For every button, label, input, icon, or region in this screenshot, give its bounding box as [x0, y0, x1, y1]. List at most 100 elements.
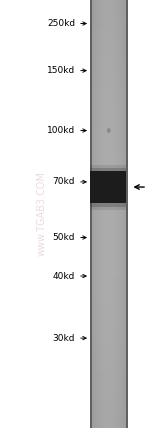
Bar: [90, 103, 128, 105]
Bar: [122, 0, 123, 428]
Bar: [90, 389, 128, 392]
Bar: [90, 300, 128, 302]
Bar: [90, 383, 128, 385]
Bar: [90, 323, 128, 325]
Bar: [90, 188, 128, 190]
Bar: [90, 216, 128, 218]
Bar: [90, 364, 128, 366]
Bar: [90, 287, 128, 289]
Bar: [90, 86, 128, 88]
Bar: [90, 402, 128, 404]
Bar: [121, 0, 122, 428]
Bar: [90, 415, 128, 417]
Bar: [90, 208, 128, 210]
Bar: [92, 0, 93, 428]
Bar: [90, 248, 128, 250]
Bar: [90, 68, 128, 71]
Bar: [90, 124, 128, 126]
Bar: [90, 282, 128, 285]
Bar: [90, 6, 128, 9]
Bar: [90, 355, 128, 357]
Bar: [90, 315, 128, 317]
Bar: [90, 165, 128, 167]
Bar: [90, 158, 128, 160]
Bar: [90, 205, 128, 208]
Bar: [90, 293, 128, 295]
Bar: [90, 229, 128, 231]
Bar: [90, 73, 128, 75]
Bar: [90, 193, 128, 195]
Bar: [90, 77, 128, 79]
Bar: [90, 175, 128, 178]
Bar: [90, 75, 128, 77]
Bar: [90, 101, 128, 103]
Bar: [90, 32, 128, 34]
Text: 30kd: 30kd: [52, 333, 75, 343]
Bar: [90, 190, 128, 193]
Bar: [90, 413, 128, 415]
Bar: [104, 0, 105, 428]
Bar: [90, 49, 128, 51]
Bar: [110, 0, 111, 428]
Bar: [90, 47, 128, 49]
Bar: [90, 83, 128, 86]
Bar: [90, 141, 128, 143]
Bar: [90, 220, 128, 223]
Bar: [90, 325, 128, 327]
Bar: [90, 253, 128, 255]
Bar: [90, 19, 128, 21]
Bar: [90, 317, 128, 319]
Text: 250kd: 250kd: [47, 19, 75, 28]
Bar: [90, 272, 128, 274]
Bar: [91, 0, 92, 428]
Bar: [90, 227, 128, 229]
Bar: [90, 274, 128, 276]
Bar: [90, 289, 128, 291]
Bar: [90, 171, 128, 173]
Bar: [96, 0, 97, 428]
Bar: [107, 0, 108, 428]
Bar: [90, 54, 128, 56]
Bar: [90, 345, 128, 347]
Bar: [90, 422, 128, 424]
Bar: [90, 351, 128, 353]
Bar: [90, 122, 128, 124]
Bar: [90, 88, 128, 90]
Bar: [125, 0, 126, 428]
Bar: [90, 4, 128, 6]
Bar: [90, 357, 128, 360]
Bar: [90, 9, 128, 11]
Bar: [90, 235, 128, 238]
Bar: [101, 0, 102, 428]
Bar: [126, 0, 127, 428]
Bar: [90, 374, 128, 377]
Bar: [90, 171, 126, 203]
Text: www.TGAB3.COM: www.TGAB3.COM: [37, 172, 47, 256]
Bar: [90, 109, 128, 111]
Bar: [90, 310, 128, 312]
Bar: [90, 396, 128, 398]
Bar: [90, 98, 128, 101]
Bar: [90, 0, 128, 2]
Bar: [90, 11, 128, 13]
Bar: [90, 126, 128, 128]
Bar: [90, 180, 128, 182]
Bar: [90, 92, 128, 94]
Bar: [90, 385, 128, 387]
Bar: [90, 165, 126, 210]
Bar: [90, 150, 128, 152]
Bar: [90, 15, 128, 17]
Bar: [90, 242, 128, 244]
Bar: [90, 297, 128, 300]
Bar: [117, 0, 118, 428]
Bar: [112, 0, 113, 428]
Bar: [90, 265, 128, 268]
Bar: [103, 0, 104, 428]
Bar: [126, 0, 128, 428]
Bar: [120, 0, 121, 428]
Bar: [90, 143, 128, 146]
Bar: [90, 79, 128, 81]
Bar: [90, 302, 128, 304]
Bar: [90, 321, 128, 323]
Bar: [90, 111, 128, 113]
